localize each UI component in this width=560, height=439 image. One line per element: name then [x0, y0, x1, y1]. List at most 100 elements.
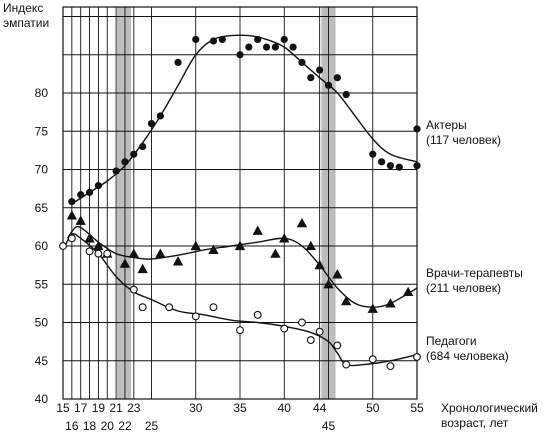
- data-point-teachers: [237, 327, 244, 334]
- x-tick-label: 40: [278, 401, 292, 415]
- data-point-actors: [95, 182, 102, 189]
- data-point-teachers: [192, 313, 199, 320]
- x-tick-label: 17: [74, 401, 88, 415]
- data-point-teachers: [254, 311, 261, 318]
- data-point-actors: [192, 36, 199, 43]
- data-point-doctors: [173, 256, 183, 265]
- x-tick-label: 16: [65, 419, 79, 433]
- data-point-doctors: [306, 241, 316, 250]
- x-tick-label: 44: [313, 401, 327, 415]
- y-axis-label-line1: Индекс: [3, 1, 43, 15]
- data-point-actors: [245, 44, 252, 51]
- data-point-teachers: [343, 361, 350, 368]
- data-point-actors: [298, 59, 305, 66]
- data-point-actors: [254, 36, 261, 43]
- data-point-actors: [113, 167, 120, 174]
- data-point-doctors: [76, 216, 86, 225]
- x-tick-label: 21: [109, 401, 123, 415]
- data-point-actors: [272, 44, 279, 51]
- data-point-actors: [77, 191, 84, 198]
- data-point-actors: [174, 59, 181, 66]
- y-tick-label: 75: [35, 124, 49, 138]
- x-tick-label: 35: [233, 401, 247, 415]
- series-label-teachers-name: Педагоги: [426, 334, 477, 348]
- y-tick-label: 45: [35, 354, 49, 368]
- text-labels: Индекс эмпатии Хронологический возраст, …: [3, 1, 538, 430]
- series-label-actors-count: (117 человек): [426, 133, 501, 147]
- x-tick-label: 50: [366, 401, 380, 415]
- x-tick-label: 18: [83, 419, 97, 433]
- x-tick-label: 15: [56, 401, 70, 415]
- data-point-doctors: [270, 248, 280, 257]
- data-point-actors: [325, 82, 332, 89]
- data-point-teachers: [130, 286, 137, 293]
- data-point-teachers: [95, 250, 102, 257]
- x-tick-labels: 15 17 19 21 23 30 35 40 44 50 55 16 18 20 22 25 45: [56, 401, 424, 433]
- data-point-actors: [378, 158, 385, 165]
- data-point-teachers: [104, 250, 111, 257]
- x-tick-label: 55: [410, 401, 424, 415]
- y-tick-label: 60: [35, 239, 49, 253]
- x-tick-label: 22: [118, 419, 132, 433]
- x-tick-label: 23: [127, 401, 141, 415]
- series-label-doctors-count: (211 человек): [426, 281, 501, 295]
- data-point-doctors: [297, 218, 307, 227]
- data-point-doctors: [191, 241, 201, 250]
- data-point-actors: [281, 36, 288, 43]
- data-point-teachers: [139, 304, 146, 311]
- data-point-doctors: [155, 248, 165, 257]
- y-tick-label: 80: [35, 86, 49, 100]
- data-point-teachers: [210, 304, 217, 311]
- data-point-actors: [148, 120, 155, 127]
- x-tick-label: 30: [189, 401, 203, 415]
- data-point-actors: [130, 151, 137, 158]
- data-point-actors: [236, 51, 243, 58]
- y-tick-label: 70: [35, 163, 49, 177]
- data-point-actors: [139, 143, 146, 150]
- data-point-actors: [290, 44, 297, 51]
- data-point-doctors: [253, 226, 263, 235]
- data-point-doctors: [385, 298, 395, 307]
- data-point-actors: [334, 74, 341, 81]
- data-point-doctors: [368, 304, 378, 313]
- x-tick-label: 19: [92, 401, 106, 415]
- series-label-doctors-name: Врачи-терапевты: [426, 266, 523, 280]
- y-tick-label: 40: [35, 392, 49, 406]
- data-point-teachers: [68, 235, 75, 242]
- data-point-actors: [387, 162, 394, 169]
- y-axis-label-line2: эмпатии: [3, 16, 49, 30]
- data-point-actors: [413, 162, 420, 169]
- data-point-teachers: [334, 342, 341, 349]
- data-point-teachers: [60, 243, 67, 250]
- shaded-band: [117, 7, 131, 399]
- data-point-doctors: [137, 264, 147, 273]
- x-axis-label-line1: Хронологический: [441, 401, 538, 415]
- data-point-actors: [413, 125, 420, 132]
- data-point-actors: [86, 189, 93, 196]
- grid: [63, 7, 417, 399]
- data-point-teachers: [316, 328, 323, 335]
- series-label-teachers-count: (684 человека): [426, 349, 509, 363]
- data-point-teachers: [86, 248, 93, 255]
- data-point-teachers: [307, 337, 314, 344]
- y-tick-label: 50: [35, 316, 49, 330]
- data-point-teachers: [387, 363, 394, 370]
- data-point-actors: [369, 151, 376, 158]
- data-point-actors: [68, 198, 75, 205]
- data-point-actors: [316, 66, 323, 73]
- y-tick-labels: 40 45 50 55 60 65 70 75 80: [35, 86, 49, 406]
- y-tick-label: 65: [35, 201, 49, 215]
- data-point-teachers: [369, 356, 376, 363]
- x-tick-label: 25: [145, 419, 159, 433]
- data-point-actors: [343, 91, 350, 98]
- series-label-actors-name: Актеры: [426, 118, 467, 132]
- data-point-actors: [210, 37, 217, 44]
- data-point-teachers: [299, 319, 306, 326]
- data-point-teachers: [281, 325, 288, 332]
- data-point-actors: [396, 164, 403, 171]
- data-point-actors: [307, 74, 314, 81]
- data-point-teachers: [166, 304, 173, 311]
- x-tick-label: 20: [101, 419, 115, 433]
- data-point-actors: [121, 158, 128, 165]
